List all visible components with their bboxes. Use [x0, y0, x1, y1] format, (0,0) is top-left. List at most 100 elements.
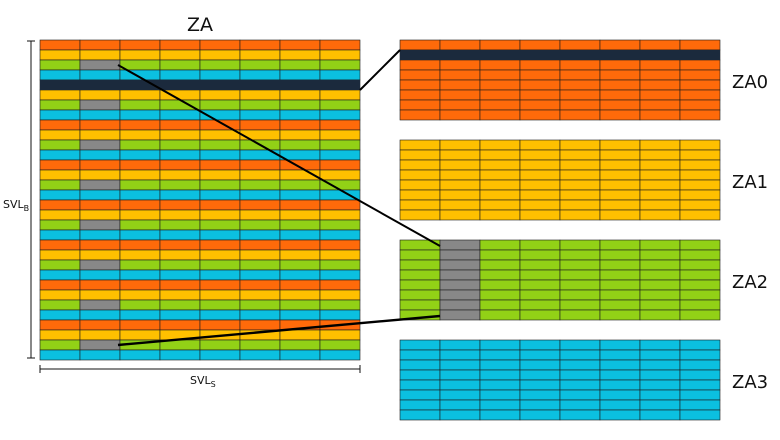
- tile-cell: [399, 399, 441, 411]
- za-cell: [159, 39, 201, 51]
- tile-cell: [439, 179, 481, 191]
- tile-cell: [519, 239, 561, 251]
- tile-cell: [519, 289, 561, 301]
- tile-cell: [519, 79, 561, 91]
- za-cell: [279, 109, 321, 121]
- za-cell: [79, 89, 121, 101]
- tile-cell: [639, 269, 681, 281]
- za-cell: [199, 49, 241, 61]
- za-cell: [159, 139, 201, 151]
- za-cell: [319, 119, 361, 131]
- tile-cell: [439, 159, 481, 171]
- tile-cell: [559, 89, 601, 101]
- za-cell: [39, 219, 81, 231]
- tile-cell: [399, 139, 441, 151]
- za-cell: [199, 219, 241, 231]
- tile-cell: [439, 259, 481, 271]
- tile-cell: [679, 59, 721, 71]
- tile-cell: [399, 249, 441, 261]
- za-cell: [279, 49, 321, 61]
- svl-s-label: SVLS: [190, 374, 216, 389]
- za-cell: [79, 169, 121, 181]
- tile-cell: [399, 359, 441, 371]
- tile-cell: [559, 239, 601, 251]
- za-cell: [319, 159, 361, 171]
- za-cell: [39, 169, 81, 181]
- za-cell: [279, 279, 321, 291]
- za-cell: [119, 229, 161, 241]
- tile-cell: [559, 289, 601, 301]
- tile-cell: [439, 69, 481, 81]
- tile-cell: [479, 149, 521, 161]
- za-cell: [79, 159, 121, 171]
- tile-cell: [439, 279, 481, 291]
- tile-cell: [599, 139, 641, 151]
- tile-cell: [399, 59, 441, 71]
- za-cell: [159, 219, 201, 231]
- za-cell: [279, 329, 321, 341]
- tile-cell: [599, 99, 641, 111]
- tile-cell: [639, 209, 681, 221]
- za-cell: [159, 189, 201, 201]
- za-cell: [239, 159, 281, 171]
- tile-cell: [559, 409, 601, 421]
- svl-b-label: SVLB: [3, 198, 29, 213]
- tile-cell: [639, 39, 681, 51]
- za-cell: [119, 289, 161, 301]
- tile-cell: [399, 179, 441, 191]
- za-cell: [79, 49, 121, 61]
- za-highlight-row: [40, 80, 360, 90]
- tile-cell: [559, 39, 601, 51]
- tile-cell: [479, 309, 521, 321]
- connector-row-to-za0: [359, 49, 401, 91]
- za-cell: [119, 199, 161, 211]
- tile-cell: [639, 359, 681, 371]
- tile-cell: [559, 139, 601, 151]
- tile-cell: [519, 149, 561, 161]
- za-cell: [159, 119, 201, 131]
- tile-cell: [439, 109, 481, 121]
- za-cell: [119, 329, 161, 341]
- tile-cell: [399, 149, 441, 161]
- tile-cell: [479, 59, 521, 71]
- za-cell: [119, 119, 161, 131]
- tile-cell: [439, 149, 481, 161]
- tile-cell: [679, 179, 721, 191]
- za-cell: [239, 169, 281, 181]
- za-cell: [39, 319, 81, 331]
- tile-cell: [399, 199, 441, 211]
- tile-cell: [519, 139, 561, 151]
- tile-cell: [479, 189, 521, 201]
- za-cell: [199, 39, 241, 51]
- tile-cell: [399, 299, 441, 311]
- za-cell: [39, 309, 81, 321]
- za-cell: [239, 49, 281, 61]
- za-cell: [279, 309, 321, 321]
- tile-cell: [479, 99, 521, 111]
- tile-cell: [679, 389, 721, 401]
- za-cell: [79, 339, 121, 351]
- za-cell: [119, 319, 161, 331]
- tile-cell: [439, 169, 481, 181]
- za-cell: [119, 39, 161, 51]
- tile-za2: ZA2: [399, 239, 768, 321]
- tile-cell: [679, 159, 721, 171]
- za-cell: [319, 279, 361, 291]
- tile-cell: [399, 79, 441, 91]
- tile-cell: [399, 349, 441, 361]
- za-cell: [159, 279, 201, 291]
- tile-cell: [639, 179, 681, 191]
- za-cell: [79, 139, 121, 151]
- tile-label: ZA0: [732, 72, 768, 93]
- tile-cell: [679, 259, 721, 271]
- tile-cell: [599, 179, 641, 191]
- za-cell: [159, 299, 201, 311]
- tile-cell: [519, 109, 561, 121]
- tile-cell: [519, 99, 561, 111]
- za-cell: [39, 139, 81, 151]
- za-cell: [279, 249, 321, 261]
- za-cell: [159, 149, 201, 161]
- tile-cell: [519, 359, 561, 371]
- za-cell: [119, 349, 161, 361]
- za-cell: [199, 229, 241, 241]
